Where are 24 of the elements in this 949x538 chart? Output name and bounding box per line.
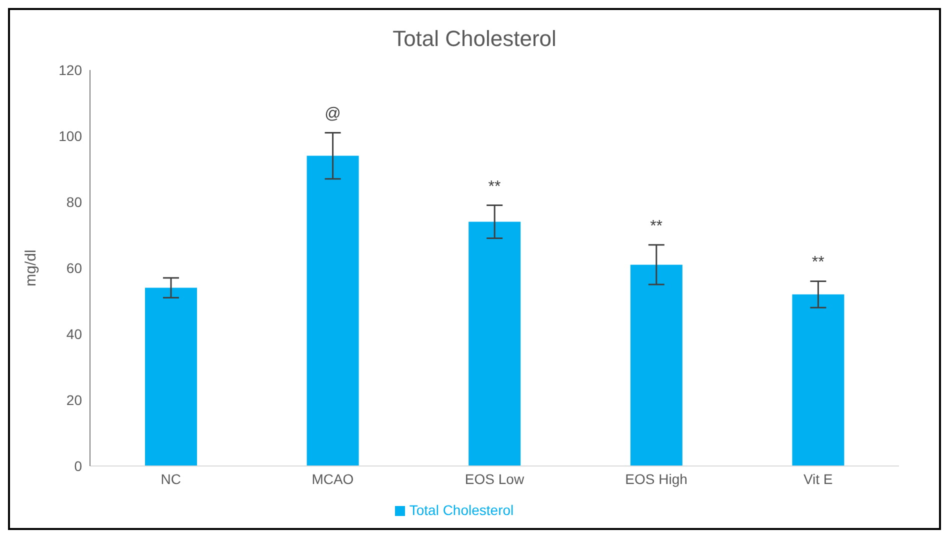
y-axis-title: mg/dl <box>22 250 40 286</box>
bar <box>630 264 682 466</box>
annotation: ** <box>488 178 501 196</box>
x-tick-label: EOS Low <box>464 470 525 487</box>
annotation: @ <box>324 106 341 123</box>
y-tick-label: 60 <box>66 260 82 276</box>
annotation: ** <box>812 254 824 272</box>
x-tick-label: Vit E <box>803 470 833 487</box>
bar <box>792 294 844 466</box>
annotation: ** <box>650 218 663 235</box>
y-tick-label: 80 <box>66 194 82 210</box>
bar <box>306 156 359 466</box>
x-tick-label: MCAO <box>312 470 354 487</box>
bar <box>145 288 197 466</box>
y-tick-label: 40 <box>66 326 82 342</box>
chart-title: Total Cholesterol <box>392 25 558 51</box>
y-tick-label: 0 <box>74 458 82 474</box>
y-tick-label: 100 <box>58 128 82 144</box>
y-tick-label: 120 <box>58 62 82 78</box>
y-tick-label: 20 <box>66 392 82 408</box>
legend-label: Total Cholesterol <box>409 502 514 518</box>
bar <box>468 222 521 466</box>
x-tick-label: EOS High <box>625 470 688 487</box>
x-tick-label: NC <box>160 470 182 487</box>
